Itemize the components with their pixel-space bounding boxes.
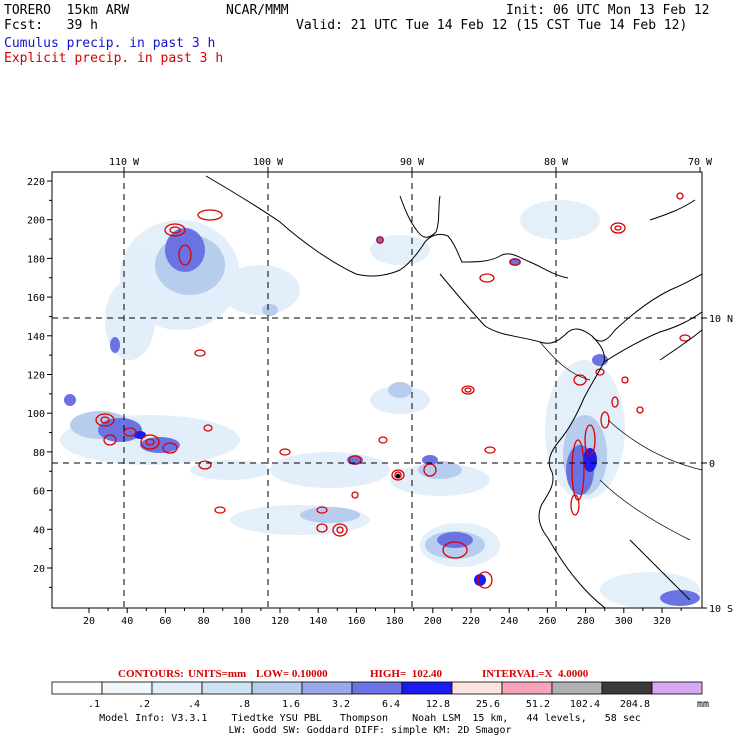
- latitude-label: 0: [709, 459, 715, 470]
- colorbar-label: 6.4: [382, 699, 400, 710]
- colorbar-swatch: [151, 681, 203, 695]
- x-tick-label: 100: [233, 616, 251, 627]
- colorbar-label: .2: [138, 699, 150, 710]
- y-tick-label: 140: [27, 332, 45, 343]
- colorbar-label: .8: [238, 699, 250, 710]
- longitude-label: 90 W: [400, 157, 425, 168]
- colorbar-swatch: [501, 681, 553, 695]
- colorbar-label: 3.2: [332, 699, 350, 710]
- colorbar-swatch: [51, 681, 103, 695]
- y-tick-label: 60: [33, 487, 45, 498]
- colorbar-unit: mm: [697, 699, 709, 710]
- colorbar-label: 1.6: [282, 699, 300, 710]
- colorbar-swatch: [551, 681, 603, 695]
- x-tick-label: 240: [500, 616, 518, 627]
- longitude-label: 100 W: [253, 157, 284, 168]
- colorbar-label: 51.2: [526, 699, 550, 710]
- model-title: TORERO 15km ARW: [4, 3, 130, 18]
- colorbar-label: 102.4: [570, 699, 600, 710]
- contour-interval: INTERVAL=X 4.0000: [482, 668, 589, 680]
- x-tick-label: 220: [462, 616, 480, 627]
- y-tick-label: 200: [27, 216, 45, 227]
- x-tick-label: 300: [615, 616, 633, 627]
- longitude-label: 110 W: [109, 157, 140, 168]
- contour-units: UNITS=mm: [188, 668, 247, 680]
- colorbar-label: .4: [188, 699, 200, 710]
- forecast-hour: Fcst: 39 h: [4, 18, 98, 33]
- y-tick-label: 100: [27, 409, 45, 420]
- colorbar-swatch: [651, 681, 703, 695]
- colorbar-swatch: [351, 681, 403, 695]
- x-tick-label: 140: [309, 616, 327, 627]
- x-tick-label: 120: [271, 616, 289, 627]
- model-info-line2: LW: Godd SW: Goddard DIFF: simple KM: 2D…: [228, 725, 512, 736]
- colorbar-swatch: [201, 681, 253, 695]
- x-tick-label: 160: [347, 616, 365, 627]
- colorbar-label: 25.6: [476, 699, 500, 710]
- x-tick-label: 180: [386, 616, 404, 627]
- x-tick-label: 200: [424, 616, 442, 627]
- precip-fields: [52, 172, 702, 608]
- x-tick-label: 20: [83, 616, 95, 627]
- valid-time: Valid: 21 UTC Tue 14 Feb 12 (15 CST Tue …: [296, 18, 688, 33]
- longitude-label: 80 W: [544, 157, 569, 168]
- y-tick-label: 220: [27, 177, 45, 188]
- colorbar-swatch: [301, 681, 353, 695]
- map-frame: [51, 171, 703, 609]
- colorbar-label: .1: [88, 699, 100, 710]
- contour-label: CONTOURS:: [118, 668, 184, 680]
- organization: NCAR/MMM: [226, 3, 289, 18]
- x-tick-label: 280: [577, 616, 595, 627]
- y-tick-label: 20: [33, 564, 45, 575]
- x-tick-label: 40: [121, 616, 133, 627]
- contour-low: LOW= 0.10000: [256, 668, 328, 680]
- y-tick-label: 180: [27, 254, 45, 265]
- colorbar-label: 204.8: [620, 699, 650, 710]
- cumulus-legend: Cumulus precip. in past 3 h: [4, 36, 216, 51]
- colorbar-swatch: [601, 681, 653, 695]
- x-tick-label: 320: [653, 616, 671, 627]
- latitude-label: 10 S: [709, 604, 733, 615]
- y-tick-label: 80: [33, 448, 45, 459]
- model-info-line1: Model Info: V3.3.1 Tiedtke YSU PBL Thomp…: [99, 713, 641, 724]
- longitude-label: 70 W: [688, 157, 713, 168]
- explicit-legend: Explicit precip. in past 3 h: [4, 51, 224, 66]
- contour-high: HIGH= 102.40: [370, 668, 442, 680]
- colorbar-swatch: [451, 681, 503, 695]
- colorbar-swatch: [251, 681, 303, 695]
- y-tick-label: 160: [27, 293, 45, 304]
- x-tick-label: 60: [159, 616, 171, 627]
- precip-colorbar: .1.2.4.8 1.6 3.2 6.4 12.8 25.6 51.2 102.4 204.8 …: [51, 681, 709, 710]
- latitude-label: 10 N: [709, 314, 733, 325]
- colorbar-swatch: [101, 681, 153, 695]
- y-tick-label: 120: [27, 371, 45, 382]
- y-tick-label: 40: [33, 525, 45, 536]
- x-tick-label: 260: [538, 616, 556, 627]
- colorbar-swatch: [401, 681, 453, 695]
- init-time: Init: 06 UTC Mon 13 Feb 12: [506, 3, 710, 18]
- x-tick-label: 80: [198, 616, 210, 627]
- colorbar-label: 12.8: [426, 699, 450, 710]
